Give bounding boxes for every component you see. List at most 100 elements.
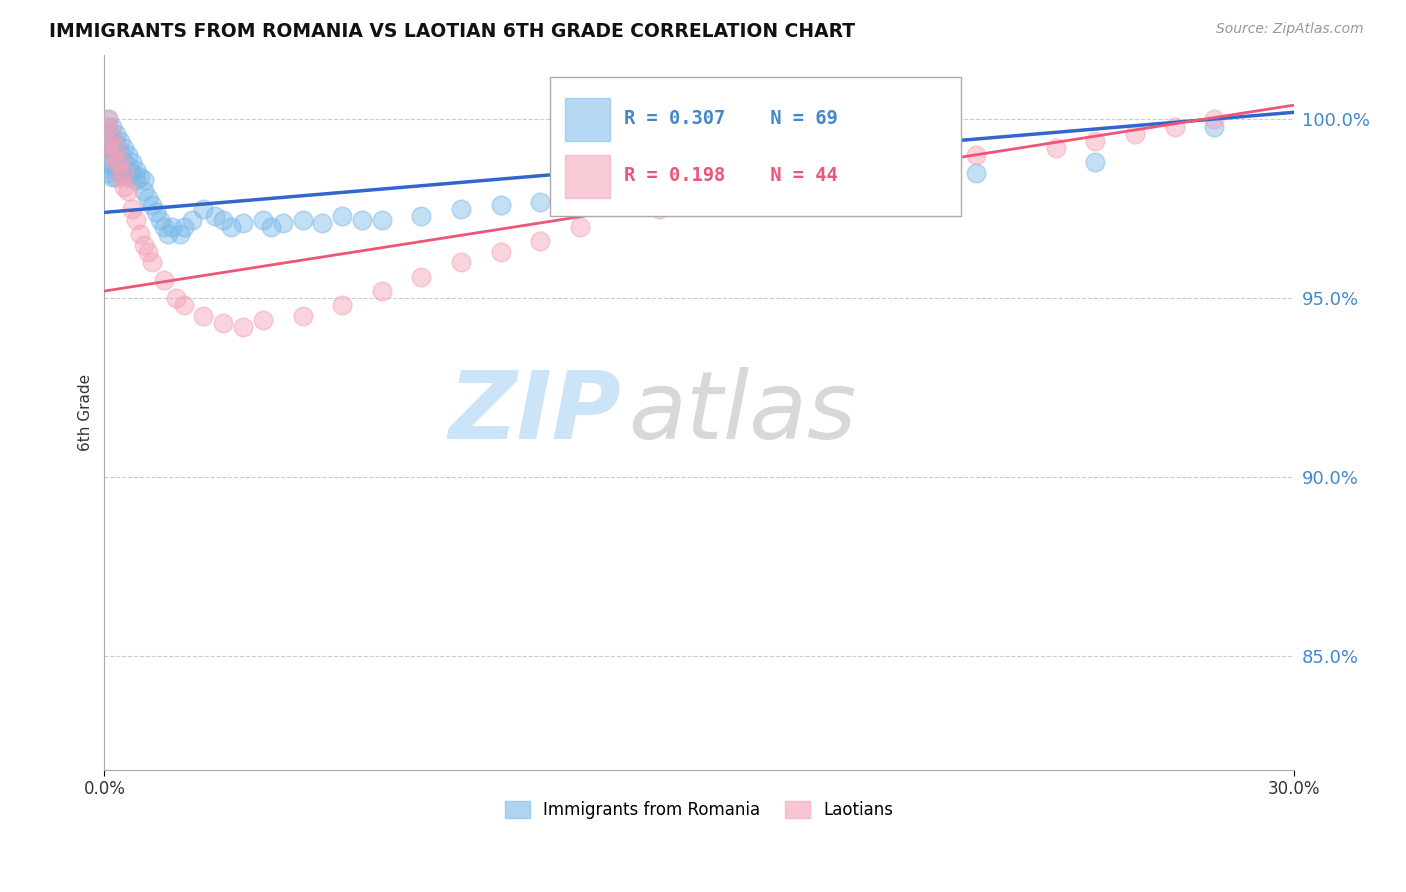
Text: ZIP: ZIP (449, 367, 621, 458)
Point (688, 184, 710, 198)
Point (105, 169, 128, 184)
Point (121, 202, 143, 216)
Point (112, 166, 135, 180)
Point (212, 212, 235, 227)
Point (110, 155, 132, 169)
Point (330, 209, 353, 223)
Point (136, 191, 159, 205)
Point (965, 166, 987, 180)
Legend: Immigrants from Romania, Laotians: Immigrants from Romania, Laotians (498, 795, 900, 826)
Point (97, 141, 120, 155)
Point (97, 120, 120, 134)
Point (489, 244, 512, 259)
Point (97, 134, 120, 148)
Point (97, 155, 120, 169)
Point (169, 227, 191, 241)
Point (1204, 112, 1226, 127)
Point (97, 166, 120, 180)
Point (149, 212, 172, 227)
Text: IMMIGRANTS FROM ROMANIA VS LAOTIAN 6TH GRADE CORRELATION CHART: IMMIGRANTS FROM ROMANIA VS LAOTIAN 6TH G… (49, 22, 855, 41)
Point (232, 319, 254, 334)
Point (350, 212, 373, 227)
Point (1204, 120, 1226, 134)
Point (768, 177, 790, 191)
Point (117, 169, 139, 184)
Point (450, 255, 472, 269)
Point (101, 148, 124, 162)
Point (105, 155, 128, 169)
Point (371, 284, 394, 298)
Point (252, 212, 274, 227)
Point (125, 162, 148, 177)
Bar (565, 98, 610, 141)
Point (173, 219, 195, 234)
Point (105, 148, 128, 162)
Point (291, 309, 314, 323)
Point (101, 159, 124, 173)
Point (101, 130, 124, 145)
Point (156, 227, 179, 241)
Point (204, 209, 226, 223)
Point (165, 291, 187, 305)
Point (260, 219, 283, 234)
Point (1084, 155, 1107, 169)
Point (193, 309, 215, 323)
Point (173, 298, 195, 312)
Point (648, 202, 671, 216)
Point (529, 194, 551, 209)
Point (1123, 127, 1146, 141)
Point (110, 166, 132, 180)
Point (132, 237, 155, 252)
Point (125, 212, 148, 227)
Text: atlas: atlas (627, 368, 856, 458)
Point (271, 216, 294, 230)
Point (129, 227, 152, 241)
Point (112, 155, 135, 169)
Point (117, 184, 139, 198)
Point (411, 269, 433, 284)
Point (110, 134, 132, 148)
Point (112, 141, 135, 155)
Point (450, 202, 472, 216)
Point (311, 216, 333, 230)
FancyBboxPatch shape (550, 77, 960, 216)
Point (330, 298, 353, 312)
Text: Source: ZipAtlas.com: Source: ZipAtlas.com (1216, 22, 1364, 37)
Point (112, 166, 135, 180)
Point (105, 141, 128, 155)
Point (110, 169, 132, 184)
Point (101, 120, 124, 134)
Point (846, 166, 869, 180)
Point (688, 191, 710, 205)
Bar (565, 155, 610, 198)
Point (117, 148, 139, 162)
Point (121, 155, 143, 169)
Point (101, 141, 124, 155)
Point (807, 177, 830, 191)
Point (886, 155, 908, 169)
Point (1084, 134, 1107, 148)
Y-axis label: 6th Grade: 6th Grade (79, 374, 93, 451)
Point (153, 219, 176, 234)
Point (965, 148, 987, 162)
Point (112, 180, 135, 194)
Point (132, 173, 155, 187)
Point (97, 127, 120, 141)
Point (529, 234, 551, 248)
Point (371, 212, 394, 227)
Point (101, 130, 124, 145)
Point (1163, 120, 1185, 134)
Point (97, 120, 120, 134)
Point (212, 316, 235, 330)
Point (125, 173, 148, 187)
Point (110, 145, 132, 159)
Point (886, 173, 908, 187)
Point (97, 112, 120, 127)
Point (1045, 141, 1067, 155)
Point (219, 219, 242, 234)
Point (121, 166, 143, 180)
Point (101, 148, 124, 162)
Point (97, 112, 120, 127)
Point (569, 219, 592, 234)
Point (232, 216, 254, 230)
